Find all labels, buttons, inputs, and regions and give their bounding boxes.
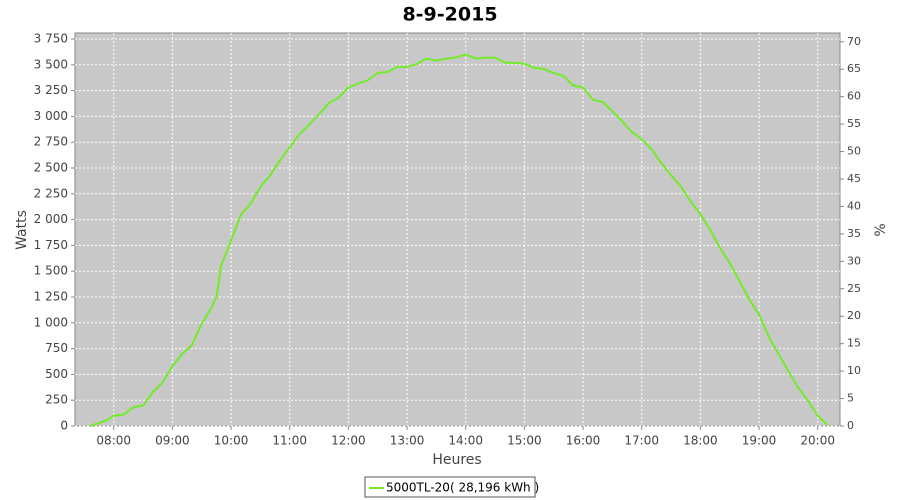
x-tick-label: 11:00 [272,434,307,448]
y2-tick-label: 20 [847,309,861,322]
y-tick-label: 1 750 [34,238,68,252]
x-tick-label: 09:00 [155,434,190,448]
y2-tick-label: 55 [847,117,861,130]
y-tick-label: 750 [45,341,68,355]
y2-tick-label: 30 [847,254,861,267]
y2-axis-label: % [873,223,889,236]
y2-tick-label: 25 [847,282,861,295]
y2-tick-label: 0 [847,419,854,432]
x-tick-label: 16:00 [566,434,601,448]
y-tick-label: 1 500 [34,264,68,278]
x-tick-label: 17:00 [624,434,659,448]
x-tick-label: 10:00 [214,434,249,448]
y-tick-label: 1 000 [34,315,68,329]
x-tick-label: 12:00 [331,434,366,448]
y2-tick-label: 35 [847,227,861,240]
y-tick-label: 3 000 [34,109,68,123]
plot-area [74,32,841,427]
y-tick-label: 250 [45,393,68,407]
y-tick-label: 3 750 [34,31,68,45]
x-tick-label: 13:00 [390,434,425,448]
y-tick-label: 2 250 [34,186,68,200]
y2-tick-label: 15 [847,337,861,350]
y-tick-label: 500 [45,367,68,381]
x-tick-label: 20:00 [800,434,835,448]
y2-tick-label: 65 [847,62,861,75]
y2-tick-label: 45 [847,172,861,185]
legend [364,476,536,498]
y-tick-label: 3 500 [34,57,68,71]
y2-tick-label: 40 [847,199,861,212]
y2-tick-label: 50 [847,145,861,158]
chart-title: 8-9-2015 [402,4,497,26]
x-tick-label: 18:00 [683,434,718,448]
y-tick-label: 2 500 [34,160,68,174]
y-tick-label: 0 [60,419,68,433]
y-tick-label: 3 250 [34,83,68,97]
y-tick-label: 1 250 [34,289,68,303]
y2-tick-label: 5 [847,392,854,405]
y2-tick-label: 60 [847,90,861,103]
y-axis-label: Watts [14,210,30,250]
x-axis-label: Heures [432,452,481,468]
y-tick-label: 2 000 [34,212,68,226]
x-tick-label: 19:00 [742,434,777,448]
y2-tick-label: 10 [847,364,861,377]
series-line [89,53,829,427]
x-tick-label: 15:00 [507,434,542,448]
y2-tick-label: 70 [847,35,861,48]
legend-label: 5000TL-20( 28,196 kWh ) [386,481,539,495]
x-tick-label: 08:00 [96,434,131,448]
x-tick-label: 14:00 [448,434,483,448]
y-tick-label: 2 750 [34,135,68,149]
